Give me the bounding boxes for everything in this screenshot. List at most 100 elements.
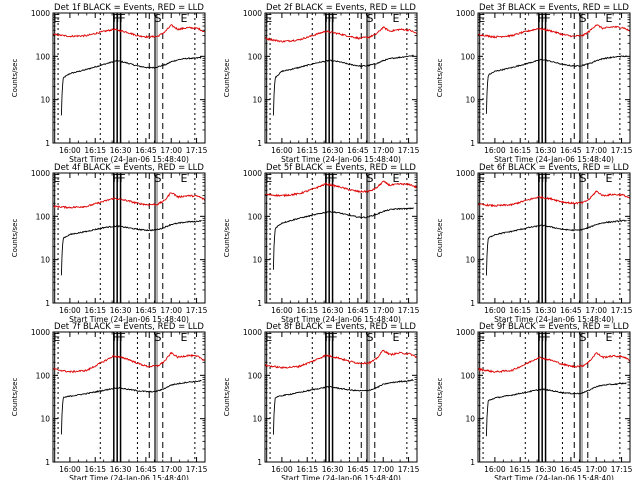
marker-label: S	[367, 331, 374, 344]
y-tick-label: 1000	[31, 9, 50, 18]
x-tick-label: 16:45	[347, 306, 369, 315]
plot-frame	[477, 331, 631, 463]
x-tick-label: 17:00	[160, 146, 182, 155]
panel-det-3: Det 3f BLACK = Events, RED = LLD Counts/s…	[436, 3, 633, 164]
x-tick-label: 16:45	[560, 146, 582, 155]
marker-label: E	[265, 12, 272, 25]
panel-title: Det 5f BLACK = Events, RED = LLD	[266, 163, 416, 173]
marker-label: S	[580, 12, 587, 25]
lld-series-line	[52, 23, 205, 39]
marker-label: E	[53, 12, 60, 25]
lld-series-line	[264, 349, 418, 370]
x-tick-label: 16:00	[59, 146, 81, 155]
marker-label: E	[53, 172, 60, 185]
marker-label: F	[119, 331, 125, 344]
panel-det-1: Det 1f BLACK = Events, RED = LLD Counts/s…	[11, 3, 208, 164]
marker-label: S	[155, 172, 162, 185]
marker-label: E	[181, 12, 188, 25]
marker-label: E	[393, 331, 400, 344]
plot-frame	[52, 12, 206, 144]
x-tick-label: 17:00	[160, 306, 182, 315]
events-series-line	[485, 382, 627, 437]
y-tick-label: 100	[36, 212, 51, 221]
marker-label: E	[181, 172, 188, 185]
plot-frame	[264, 172, 418, 304]
y-tick-label: 1000	[456, 9, 475, 18]
y-tick-label: 10	[40, 96, 50, 105]
x-axis-label: Start Time (24-Jan-06 15:48:40)	[494, 155, 614, 164]
panel-title: Det 7f BLACK = Events, RED = LLD	[54, 322, 204, 332]
marker-label: E	[53, 331, 60, 344]
lld-series-line	[52, 351, 206, 374]
marker-label: S	[155, 331, 162, 344]
x-tick-label: 16:30	[322, 146, 344, 155]
x-tick-label: 17:00	[585, 146, 607, 155]
lld-series-line	[477, 352, 631, 374]
x-tick-label: 17:15	[186, 146, 208, 155]
x-axis-label: Start Time (24-Jan-06 15:48:40)	[69, 474, 189, 480]
x-tick-label: 16:00	[59, 306, 81, 315]
y-axis-label: Counts/sec	[223, 219, 231, 258]
y-axis-label: Counts/sec	[436, 378, 444, 417]
lld-series-line	[477, 24, 631, 39]
y-tick-label: 100	[248, 52, 263, 61]
plot-frame	[52, 172, 206, 304]
marker-label: F	[331, 12, 337, 25]
lld-series-line	[264, 26, 418, 43]
marker-label: F	[331, 172, 337, 185]
x-tick-label: 16:30	[535, 306, 557, 315]
y-tick-label: 100	[248, 371, 263, 380]
marker-label: S	[155, 12, 162, 25]
panel-title: Det 2f BLACK = Events, RED = LLD	[266, 3, 416, 13]
y-tick-label: 10	[252, 256, 262, 265]
x-tick-label: 16:15	[509, 306, 531, 315]
x-tick-label: 16:15	[509, 146, 531, 155]
plot-frame	[52, 331, 206, 463]
y-tick-label: 1	[45, 139, 50, 148]
panel-title: Det 1f BLACK = Events, RED = LLD	[54, 3, 204, 13]
x-tick-label: 16:45	[347, 465, 369, 474]
panel-det-5: Det 5f BLACK = Events, RED = LLD Counts/s…	[223, 163, 420, 324]
marker-label: E	[606, 331, 613, 344]
marker-label: F	[544, 172, 550, 185]
marker-label: F	[113, 12, 119, 25]
x-tick-label: 16:15	[296, 146, 318, 155]
x-tick-label: 17:15	[611, 465, 633, 474]
y-tick-label: 1	[257, 299, 262, 308]
x-tick-label: 17:15	[398, 146, 420, 155]
marker-label: F	[325, 12, 331, 25]
x-tick-label: 17:00	[372, 465, 394, 474]
marker-label: E	[181, 331, 188, 344]
x-axis-label: Start Time (24-Jan-06 15:48:40)	[281, 315, 401, 324]
y-tick-label: 100	[461, 52, 476, 61]
y-tick-label: 100	[461, 371, 476, 380]
x-tick-label: 16:30	[110, 465, 132, 474]
lld-series-line	[477, 190, 631, 208]
lld-series-line	[52, 192, 206, 210]
x-tick-label: 16:45	[135, 465, 157, 474]
events-series-line	[60, 219, 202, 276]
y-tick-label: 10	[252, 415, 262, 424]
marker-label: F	[325, 172, 331, 185]
x-tick-label: 17:00	[585, 306, 607, 315]
plot-frame	[264, 331, 418, 463]
events-series-line	[272, 54, 414, 116]
y-axis-label: Counts/sec	[436, 219, 444, 258]
y-tick-label: 1	[257, 139, 262, 148]
y-tick-label: 1000	[31, 169, 50, 178]
events-series-line	[485, 219, 627, 276]
plot-frame	[477, 12, 631, 144]
marker-label: F	[544, 12, 550, 25]
marker-label: F	[544, 331, 550, 344]
plot-frame	[477, 172, 631, 304]
y-tick-label: 1	[470, 458, 475, 467]
x-axis-label: Start Time (24-Jan-06 15:48:40)	[494, 315, 614, 324]
x-tick-label: 16:00	[271, 306, 293, 315]
x-tick-label: 16:30	[322, 465, 344, 474]
x-tick-label: 16:30	[110, 306, 132, 315]
x-tick-label: 17:15	[398, 465, 420, 474]
marker-label: E	[265, 172, 272, 185]
events-series-line	[485, 55, 627, 114]
marker-label: F	[325, 331, 331, 344]
x-axis-label: Start Time (24-Jan-06 15:48:40)	[281, 474, 401, 480]
